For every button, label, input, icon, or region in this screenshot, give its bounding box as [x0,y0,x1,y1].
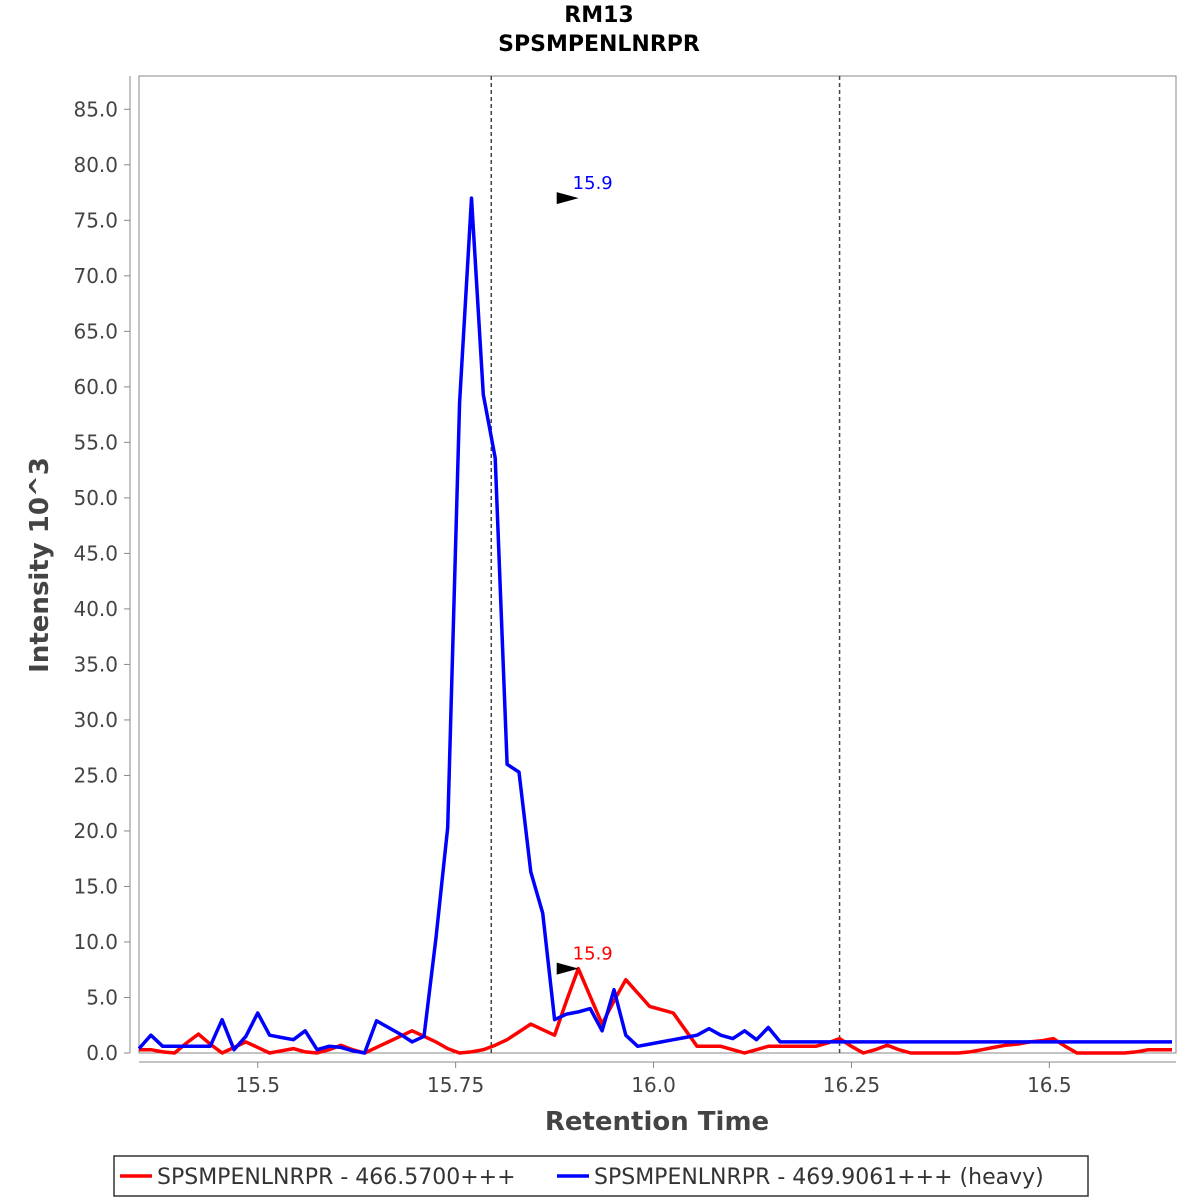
peak-marker [556,192,579,205]
x-tick-label: 16.25 [823,1073,880,1097]
chart-title: RM13 [564,3,633,28]
peak-marker [556,962,579,975]
y-tick-label: 45.0 [73,541,118,565]
y-tick-label: 70.0 [73,264,118,288]
peak-label: 15.9 [573,944,613,965]
plot-area [138,75,1177,1054]
y-tick-label: 25.0 [73,763,118,787]
y-tick-label: 0.0 [86,1041,118,1065]
y-tick-label: 40.0 [73,597,118,621]
x-tick-label: 15.75 [427,1073,484,1097]
y-tick-label: 75.0 [73,208,118,232]
x-tick-label: 16.5 [1027,1073,1072,1097]
y-tick-label: 85.0 [73,97,118,121]
series-layer [137,196,1172,1055]
y-tick-label: 20.0 [73,819,118,843]
axes: 0.0 5.0 10.0 15.0 20.0 25.0 30.0 35.0 40.0 45.0 50… [73,76,1176,1097]
x-tick-label: 16.0 [631,1073,676,1097]
y-tick-label: 10.0 [73,930,118,954]
legend: SPSMPENLNRPR - 466.5700+++ SPSMPENLNRPR … [113,1155,1089,1197]
peak-annotations: 15.9 15.9 [556,173,613,975]
y-axis-label: Intensity 10^3 [25,457,55,673]
legend-label-heavy: SPSMPENLNRPR - 469.9061+++ (heavy) [594,1165,1044,1190]
y-tick-label: 65.0 [73,319,118,343]
y-tick-label: 35.0 [73,652,118,676]
integration-boundaries [490,76,841,1053]
y-tick-label: 50.0 [73,486,118,510]
x-tick-label: 15.5 [235,1073,280,1097]
legend-box [113,1155,1089,1197]
y-tick-label: 60.0 [73,375,118,399]
peak-label: 15.9 [573,173,613,194]
series-line-1 [137,196,1172,1055]
chart-subtitle: SPSMPENLNRPR [498,32,700,57]
x-axis-label: Retention Time [545,1107,769,1137]
y-tick-label: 80.0 [73,153,118,177]
y-tick-label: 5.0 [86,985,118,1009]
y-tick-label: 15.0 [73,874,118,898]
y-tick-label: 30.0 [73,708,118,732]
series-line-0 [139,966,1172,1055]
y-tick-label: 55.0 [73,430,118,454]
legend-label-light: SPSMPENLNRPR - 466.5700+++ [157,1165,516,1190]
